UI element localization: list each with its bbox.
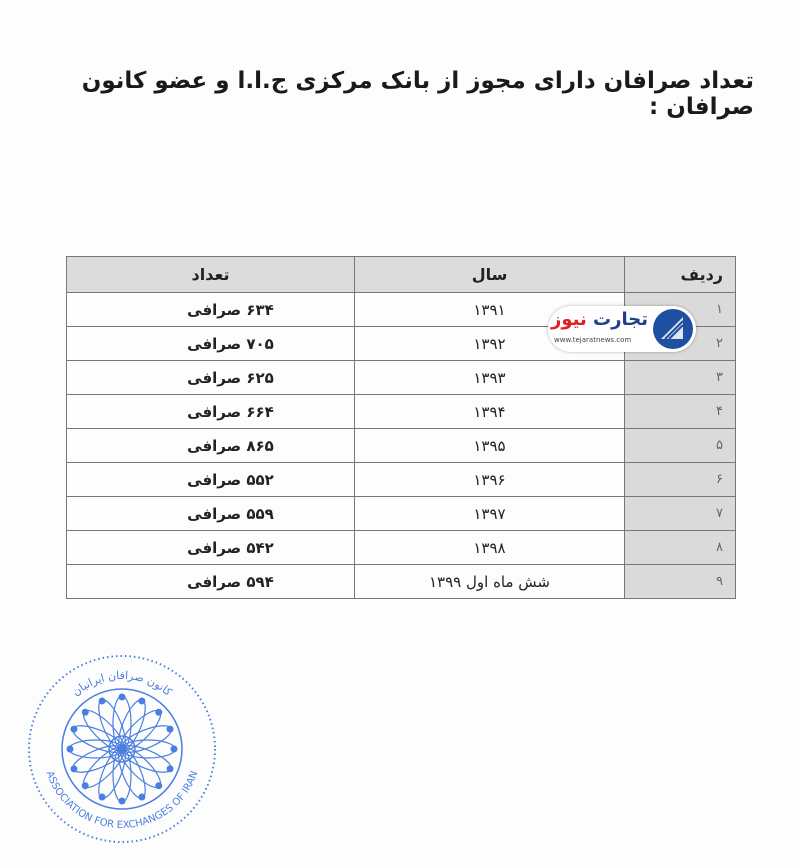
cell-year: ۱۳۹۴	[354, 394, 625, 429]
cell-count: ۵۴۲ صرافی	[66, 530, 355, 565]
stamp-dot	[118, 693, 126, 701]
stamp-dot	[98, 697, 106, 705]
table-row: ۶ ۱۳۹۶ ۵۵۲ صرافی	[66, 462, 736, 497]
stamp-petal	[98, 699, 126, 751]
cell-index: ۳	[624, 360, 736, 395]
stamp-petal	[120, 739, 176, 759]
stamp-dot	[70, 765, 78, 773]
cell-count: ۸۶۵ صرافی	[66, 428, 355, 463]
cell-count: ۷۰۵ صرافی	[66, 326, 355, 361]
cell-index: ۸	[624, 530, 736, 565]
stamp-dot	[70, 725, 78, 733]
tejaratnews-logo-icon	[653, 309, 693, 349]
cell-index: ۷	[624, 496, 736, 531]
cell-index: ۴	[624, 394, 736, 429]
stamp-petal	[112, 747, 132, 803]
stamp-dot	[66, 745, 74, 753]
tejaratnews-watermark: تجارت نیوز www.tejaratnews.com	[548, 306, 696, 352]
stamp-dot	[98, 793, 106, 801]
stamp-dot	[81, 708, 89, 716]
table-row: ۹ شش ماه اول ۱۳۹۹ ۵۹۴ صرافی	[66, 564, 736, 599]
cell-year: ۱۳۹۵	[354, 428, 625, 463]
cell-year: ۱۳۹۸	[354, 530, 625, 565]
cell-count: ۵۹۴ صرافی	[66, 564, 355, 599]
stamp-petal	[68, 739, 124, 759]
cell-index: ۶	[624, 462, 736, 497]
stamp-dot	[155, 782, 163, 790]
table-row: ۷ ۱۳۹۷ ۵۵۹ صرافی	[66, 496, 736, 531]
header-year: سال	[354, 256, 625, 293]
cell-year: شش ماه اول ۱۳۹۹	[354, 564, 625, 599]
stamp-dot	[170, 745, 178, 753]
cell-count: ۶۶۴ صرافی	[66, 394, 355, 429]
cell-year: ۱۳۹۶	[354, 462, 625, 497]
table-row: ۵ ۱۳۹۵ ۸۶۵ صرافی	[66, 428, 736, 463]
cell-count: ۶۳۴ صرافی	[66, 292, 355, 327]
stamp-dot	[138, 697, 146, 705]
stamp-dot	[138, 793, 146, 801]
cell-index: ۵	[624, 428, 736, 463]
stamp-dot	[166, 765, 174, 773]
stamp-petal	[72, 725, 124, 753]
header-count: تعداد	[66, 256, 355, 293]
stamp-petal	[112, 695, 132, 751]
stamp-dot	[118, 797, 126, 805]
watermark-url: www.tejaratnews.com	[554, 336, 632, 344]
cell-count: ۵۵۹ صرافی	[66, 496, 355, 531]
stamp-dot	[81, 782, 89, 790]
table-row: ۳ ۱۳۹۳ ۶۲۵ صرافی	[66, 360, 736, 395]
cell-year: ۱۳۹۳	[354, 360, 625, 395]
watermark-brand: تجارت نیوز	[551, 309, 648, 330]
header-index: ردیف	[624, 256, 736, 293]
stamp-dot	[155, 708, 163, 716]
stamp-petal	[98, 747, 126, 799]
table-row: ۸ ۱۳۹۸ ۵۴۲ صرافی	[66, 530, 736, 565]
association-stamp: کانون صرافان ایرانیان ASSOCIATION FOR EX…	[28, 655, 216, 843]
stamp-petal	[118, 699, 146, 751]
cell-year: ۱۳۹۷	[354, 496, 625, 531]
document-title: تعداد صرافان دارای مجوز از بانک مرکزی ج.…	[81, 68, 754, 120]
stamp-petal	[120, 725, 172, 753]
table-row: ۴ ۱۳۹۴ ۶۶۴ صرافی	[66, 394, 736, 429]
cell-count: ۵۵۲ صرافی	[66, 462, 355, 497]
stamp-dot	[166, 725, 174, 733]
table-header-row: ردیف سال تعداد	[66, 256, 736, 293]
cell-index: ۹	[624, 564, 736, 599]
cell-count: ۶۲۵ صرافی	[66, 360, 355, 395]
